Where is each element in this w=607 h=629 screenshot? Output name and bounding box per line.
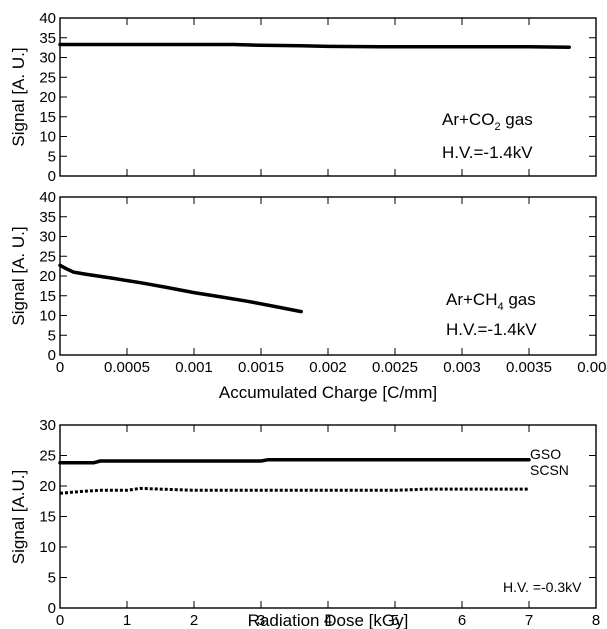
series-gso-line xyxy=(58,458,531,465)
x-tick-label: 0.0015 xyxy=(238,359,284,376)
y-tick-label: 0 xyxy=(48,600,56,617)
y-tick-label: 0 xyxy=(48,347,56,364)
hv-label: H.V.=-1.4kV xyxy=(442,143,533,162)
y-tick-label: 15 xyxy=(39,109,56,126)
x-tick-label: 1 xyxy=(123,612,131,629)
x-tick-label: 4 xyxy=(324,612,332,629)
y-tick-label: 25 xyxy=(39,448,56,465)
x-tick-label: 0.0025 xyxy=(372,359,418,376)
y-tick-label: 35 xyxy=(39,30,56,47)
panel-ar-co2: 0 5 10 15 20 25 30 35 40 Signal [A. U.] Ar+CO2 g… xyxy=(9,10,597,185)
y-tick-label: 40 xyxy=(39,10,56,27)
y-axis-label: Signal [A. U.] xyxy=(9,226,28,325)
y-tick-label: 30 xyxy=(39,229,56,246)
x-tick-label: 2 xyxy=(190,612,198,629)
y-axis-label: Signal [A.U.] xyxy=(9,470,28,565)
x-tick-label: 7 xyxy=(525,612,533,629)
x-tick-label: 0.0035 xyxy=(506,359,552,376)
y-tick-label: 40 xyxy=(39,189,56,206)
series-line xyxy=(58,263,303,314)
gas-label: Ar+CH4 gas xyxy=(446,290,536,313)
x-tick-label: 5 xyxy=(391,612,399,629)
x-tick-label: 0 xyxy=(56,612,64,629)
panel-radiation-dose: 0 5 10 15 20 25 30 0 1 2 3 4 5 6 7 8 Signal [A.U.] Radi… xyxy=(9,417,600,629)
y-tick-label: 25 xyxy=(39,69,56,86)
x-tick-label: 3 xyxy=(257,612,265,629)
series-panel-1 xyxy=(58,42,571,49)
x-tick-label: 0.0005 xyxy=(104,359,150,376)
x-tick-label: 0.002 xyxy=(309,359,347,376)
gas-label: Ar+CO2 gas xyxy=(442,110,533,133)
y-tick-label: 20 xyxy=(39,268,56,285)
y-tick-label: 35 xyxy=(39,209,56,226)
ticks-panel-3: 0 5 10 15 20 25 30 0 1 2 3 4 5 6 7 8 xyxy=(39,417,600,629)
y-tick-label: 20 xyxy=(39,478,56,495)
hv-label: H.V.=-1.4kV xyxy=(446,320,537,339)
y-tick-label: 20 xyxy=(39,89,56,106)
x-tick-label: 6 xyxy=(458,612,466,629)
y-tick-label: 5 xyxy=(48,327,56,344)
y-tick-label: 15 xyxy=(39,509,56,526)
y-tick-label: 5 xyxy=(48,148,56,165)
y-tick-label: 10 xyxy=(39,308,56,325)
x-axis-label: Accumulated Charge [C/mm] xyxy=(219,383,437,402)
y-tick-label: 30 xyxy=(39,50,56,67)
y-tick-label: 15 xyxy=(39,288,56,305)
y-tick-label: 30 xyxy=(39,417,56,434)
x-tick-label: 0.003 xyxy=(443,359,481,376)
x-axis-label: Radiation Dose [kGy] xyxy=(248,611,409,629)
y-tick-label: 10 xyxy=(39,129,56,146)
x-tick-label: 8 xyxy=(592,612,600,629)
ticks-panel-1: 0 5 10 15 20 25 30 35 40 xyxy=(39,10,597,185)
legend-gso: GSO xyxy=(530,446,561,462)
legend-scsn: SCSN xyxy=(530,462,569,478)
y-tick-label: 5 xyxy=(48,570,56,587)
x-tick-label: 0.004 xyxy=(577,359,607,376)
y-tick-label: 10 xyxy=(39,539,56,556)
x-tick-label: 0 xyxy=(56,359,64,376)
y-axis-label: Signal [A. U.] xyxy=(9,47,28,146)
series-panel-2 xyxy=(58,263,303,314)
series-scsn-line xyxy=(59,486,529,495)
series-line xyxy=(58,42,571,49)
x-tick-label: 0.001 xyxy=(175,359,213,376)
hv-label: H.V. =-0.3kV xyxy=(503,579,582,595)
y-tick-label: 25 xyxy=(39,248,56,265)
series-panel-3 xyxy=(58,458,531,495)
y-tick-label: 0 xyxy=(48,168,56,185)
